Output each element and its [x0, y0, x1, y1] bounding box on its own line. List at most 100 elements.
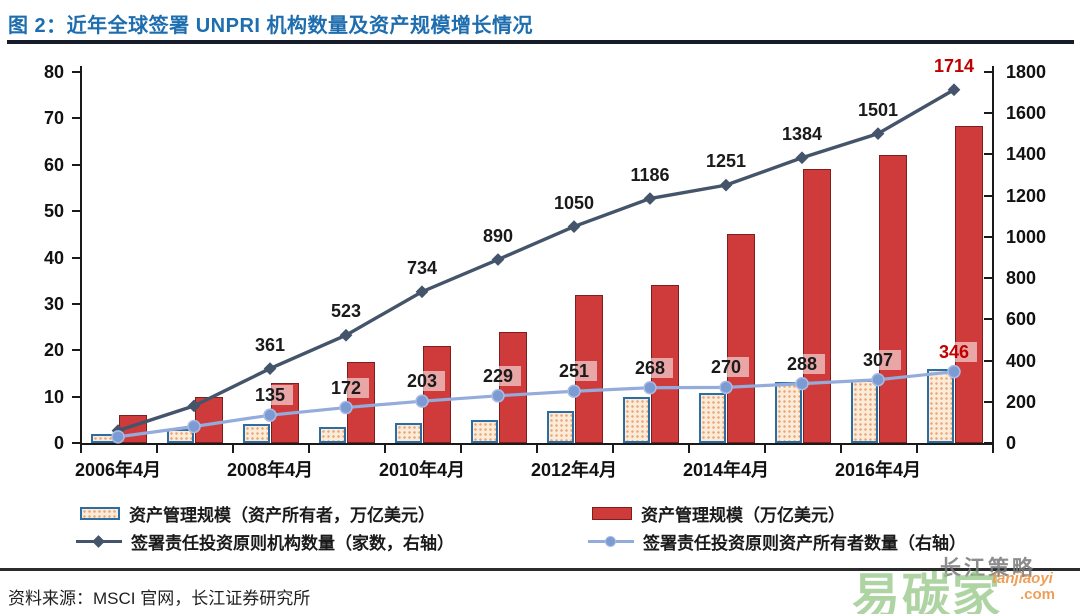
- y-axis-left-tick: [72, 210, 80, 213]
- y-axis-right-tick-label: 1600: [1006, 103, 1047, 124]
- y-axis-left-tick: [72, 395, 80, 398]
- bar-total-aum: [955, 126, 983, 443]
- footer-divider: [0, 568, 1080, 571]
- y-axis-left-tick-label: 30: [43, 293, 64, 314]
- bar-total-aum: [423, 345, 451, 443]
- y-axis-left-tick: [72, 71, 80, 73]
- legend-swatch-pattern-bar: [80, 507, 120, 520]
- diamond-marker-icon: [339, 328, 353, 342]
- diamond-marker-icon: [643, 192, 657, 205]
- data-label-asset-owners: 270: [702, 357, 750, 378]
- y-axis-left-tick: [72, 163, 80, 166]
- bar-total-aum: [727, 234, 755, 443]
- data-label-institutions: 1501: [857, 99, 899, 120]
- legend-label-total-aum: 资产管理规模（万亿美元）: [641, 506, 845, 525]
- source-note: 资料来源：MSCI 官网，长江证券研究所: [8, 589, 311, 608]
- y-axis-right-tick: [984, 400, 992, 403]
- y-axis-right: [992, 66, 994, 443]
- x-axis-tick: [992, 443, 994, 453]
- data-label-institutions: 1050: [553, 192, 595, 213]
- y-axis-left-tick-label: 10: [43, 386, 64, 407]
- legend-label-owner-aum: 资产管理规模（资产所有者，万亿美元）: [129, 506, 435, 525]
- circle-marker-icon: [605, 536, 616, 547]
- data-label-asset-owners: 288: [778, 353, 826, 374]
- bar-total-aum: [119, 415, 147, 443]
- bar-owner-aum: [775, 381, 802, 443]
- y-axis-right-tick: [984, 194, 992, 197]
- y-axis-right-tick: [984, 318, 992, 321]
- x-axis-tick-label: 2010年4月: [378, 460, 466, 480]
- y-axis-left-tick-label: 40: [43, 247, 64, 268]
- data-label-asset-owners: 268: [626, 357, 674, 378]
- title-underline: [7, 40, 1074, 44]
- diamond-marker-icon: [947, 83, 961, 97]
- y-axis-right-tick-label: 1200: [1006, 185, 1047, 206]
- y-axis-left-tick: [72, 302, 80, 305]
- bar-total-aum: [195, 396, 223, 443]
- x-axis-tick: [916, 443, 918, 453]
- diamond-marker-icon: [719, 178, 733, 192]
- data-label-asset-owners: 172: [322, 377, 370, 398]
- y-axis-left-tick-label: 0: [53, 433, 64, 453]
- x-axis-tick: [232, 443, 234, 453]
- bar-total-aum: [803, 169, 831, 443]
- diamond-marker-icon: [263, 362, 277, 375]
- x-axis-tick: [308, 443, 310, 453]
- y-axis-right-tick-label: 0: [1006, 433, 1017, 453]
- data-label-institutions: 361: [254, 334, 286, 355]
- x-axis-tick: [612, 443, 614, 453]
- x-axis-tick: [156, 443, 158, 453]
- y-axis-left-tick-label: 50: [43, 201, 64, 222]
- y-axis-left-tick: [72, 442, 80, 444]
- legend-item-institutions: 签署责任投资原则机构数量（家数，右轴）: [76, 529, 454, 554]
- bar-owner-aum: [471, 419, 498, 443]
- data-label-asset-owners: 203: [398, 371, 446, 392]
- diamond-marker-icon: [795, 151, 809, 165]
- y-axis-right-tick-label: 1400: [1006, 144, 1047, 165]
- diamond-marker-icon: [415, 285, 429, 299]
- data-label-institutions: 523: [330, 301, 362, 322]
- data-label-asset-owners: 307: [854, 349, 902, 370]
- data-label-institutions: 1251: [705, 151, 747, 172]
- bar-owner-aum: [699, 393, 726, 443]
- y-axis-right-tick-label: 800: [1006, 268, 1037, 289]
- figure-title: 图 2：近年全球签署 UNPRI 机构数量及资产规模增长情况: [8, 15, 534, 37]
- x-axis-tick-label: 2008年4月: [226, 460, 314, 480]
- bar-owner-aum: [91, 433, 118, 443]
- bar-total-aum: [499, 331, 527, 443]
- x-axis-tick-label: 2016年4月: [834, 460, 922, 480]
- bar-owner-aum: [851, 379, 878, 443]
- x-axis-tick-label: 2012年4月: [530, 460, 618, 480]
- y-axis-right-tick: [984, 277, 992, 280]
- diamond-marker-icon: [871, 127, 885, 140]
- x-axis-tick: [764, 443, 766, 453]
- legend-swatch-dark-line: [76, 535, 122, 548]
- legend-label-institutions: 签署责任投资原则机构数量（家数，右轴）: [131, 534, 454, 553]
- y-axis-right-tick: [984, 442, 992, 444]
- bar-owner-aum: [319, 426, 346, 443]
- y-axis-left-tick: [72, 117, 80, 120]
- y-axis-right-tick: [984, 71, 992, 73]
- x-axis-tick: [840, 443, 842, 453]
- y-axis-left-tick: [72, 349, 80, 352]
- y-axis-left-tick-label: 70: [43, 108, 64, 129]
- bar-total-aum: [347, 361, 375, 443]
- data-label-institutions: 890: [482, 225, 514, 246]
- diamond-marker-icon: [92, 535, 105, 548]
- diamond-marker-icon: [491, 253, 505, 266]
- x-axis-tick: [460, 443, 462, 453]
- bar-owner-aum: [927, 368, 954, 443]
- y-axis-left-tick: [72, 256, 80, 259]
- data-label-institutions: 734: [406, 257, 438, 278]
- legend-item-asset-owners: 签署责任投资原则资产所有者数量（右轴）: [588, 529, 966, 554]
- bar-owner-aum: [547, 410, 574, 443]
- y-axis-right-tick-label: 1000: [1006, 226, 1047, 247]
- x-axis-tick: [536, 443, 538, 453]
- data-label-asset-owners: 251: [550, 361, 598, 382]
- legend-label-asset-owners: 签署责任投资原则资产所有者数量（右轴）: [643, 534, 966, 553]
- bar-owner-aum: [395, 423, 422, 443]
- legend-swatch-light-line: [588, 535, 634, 548]
- data-label-asset-owners: 135: [246, 385, 294, 406]
- x-axis-tick: [384, 443, 386, 453]
